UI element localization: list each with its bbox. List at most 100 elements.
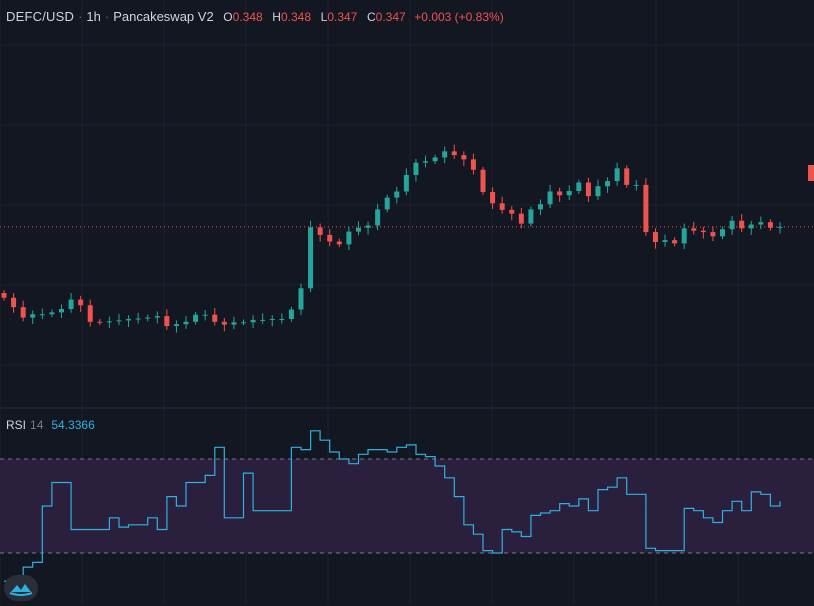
candle-body (729, 220, 735, 230)
candle-body (193, 314, 199, 322)
candle-body (767, 222, 773, 228)
candle-body (49, 312, 55, 315)
candle-body (212, 314, 218, 322)
candle-body (748, 224, 754, 229)
candle-body (298, 288, 304, 310)
candle-body (605, 181, 611, 187)
candle-body (720, 229, 726, 237)
candle-body (537, 204, 543, 210)
candle-body (164, 316, 170, 327)
candle-body (97, 321, 103, 323)
candle-body (231, 322, 237, 325)
candle-body (365, 225, 371, 228)
candle-body (432, 157, 438, 162)
high-value: 0.348 (280, 10, 311, 24)
candle-body (336, 241, 342, 245)
candle-body (346, 231, 352, 245)
candle-body (106, 321, 112, 323)
candle-body (710, 232, 716, 237)
candle-body (1, 293, 7, 298)
candle-body (375, 209, 381, 226)
candle-body (308, 227, 314, 289)
candle-body (30, 314, 36, 318)
candle-body (423, 161, 429, 163)
candle-body (585, 182, 591, 197)
open-value: 0.348 (232, 10, 263, 24)
candle-body (480, 169, 486, 192)
candle-body (461, 155, 467, 160)
candle-body (614, 168, 620, 182)
candle-body (595, 186, 601, 197)
rsi-value: 54.3366 (51, 418, 95, 432)
candle-body (260, 319, 266, 321)
candle-body (643, 184, 649, 233)
candle-body (547, 191, 553, 205)
rsi-legend: RSI 14 54.3366 (6, 418, 95, 432)
candle-body (279, 318, 285, 320)
candle-body (528, 209, 534, 224)
candle-body (490, 191, 496, 204)
candle-body (355, 227, 361, 232)
candle-body (576, 182, 582, 191)
interval-label[interactable]: 1h (86, 9, 101, 24)
candle-body (202, 314, 208, 316)
candle-body (135, 318, 141, 320)
open-key: O (223, 10, 233, 24)
candle-body (317, 227, 323, 235)
candle-body (633, 184, 639, 186)
candle-body (451, 151, 457, 156)
candle-body (58, 309, 64, 313)
candle-body (662, 240, 668, 242)
rsi-band (0, 459, 814, 553)
candle-body (672, 240, 678, 244)
candle-body (327, 234, 333, 242)
rsi-line (4, 430, 781, 582)
candle-body (11, 297, 17, 308)
candle-body (20, 307, 26, 318)
candle-body (681, 228, 687, 244)
candle-body (413, 162, 419, 175)
candle-body (173, 324, 179, 327)
candle-body (126, 318, 132, 321)
last-price-marker (808, 165, 814, 181)
symbol-label[interactable]: DEFC/USD (6, 9, 75, 24)
candle-body (739, 220, 745, 229)
rsi-period: 14 (30, 418, 44, 432)
candle-body (154, 316, 160, 318)
candle-body (509, 209, 515, 214)
candle-body (566, 191, 572, 196)
rsi-name[interactable]: RSI (6, 418, 27, 432)
high-key: H (272, 10, 281, 24)
candle-body (250, 319, 256, 323)
candle-body (700, 230, 706, 233)
legend-header: DEFC/USD · 1h · Pancakeswap V2 O0.348 H0.348… (6, 9, 504, 24)
candle-body (518, 213, 524, 224)
low-key: L (320, 10, 328, 24)
candle-body (221, 321, 227, 325)
close-key: C (366, 10, 376, 24)
close-value: 0.347 (375, 10, 406, 24)
candle-body (68, 299, 74, 310)
candle-body (116, 320, 122, 322)
candle-body (652, 232, 658, 242)
candle-body (691, 228, 697, 231)
exchange-label: Pancakeswap V2 (113, 9, 214, 24)
change-value: +0.003 (+0.83%) (414, 10, 504, 24)
candle-body (288, 309, 294, 319)
candle-body (384, 197, 390, 210)
candle-body (39, 314, 45, 316)
candle-body (241, 322, 247, 324)
tradingview-logo-icon[interactable] (4, 575, 38, 601)
low-value: 0.347 (327, 10, 358, 24)
candle-body (394, 191, 400, 198)
candle-body (78, 299, 84, 306)
candle-body (87, 305, 93, 322)
candle-body (499, 203, 505, 210)
candle-body (777, 226, 783, 228)
candle-body (557, 191, 563, 196)
candle-body (403, 174, 409, 192)
candle-body (624, 168, 630, 185)
candle-body (470, 159, 476, 170)
